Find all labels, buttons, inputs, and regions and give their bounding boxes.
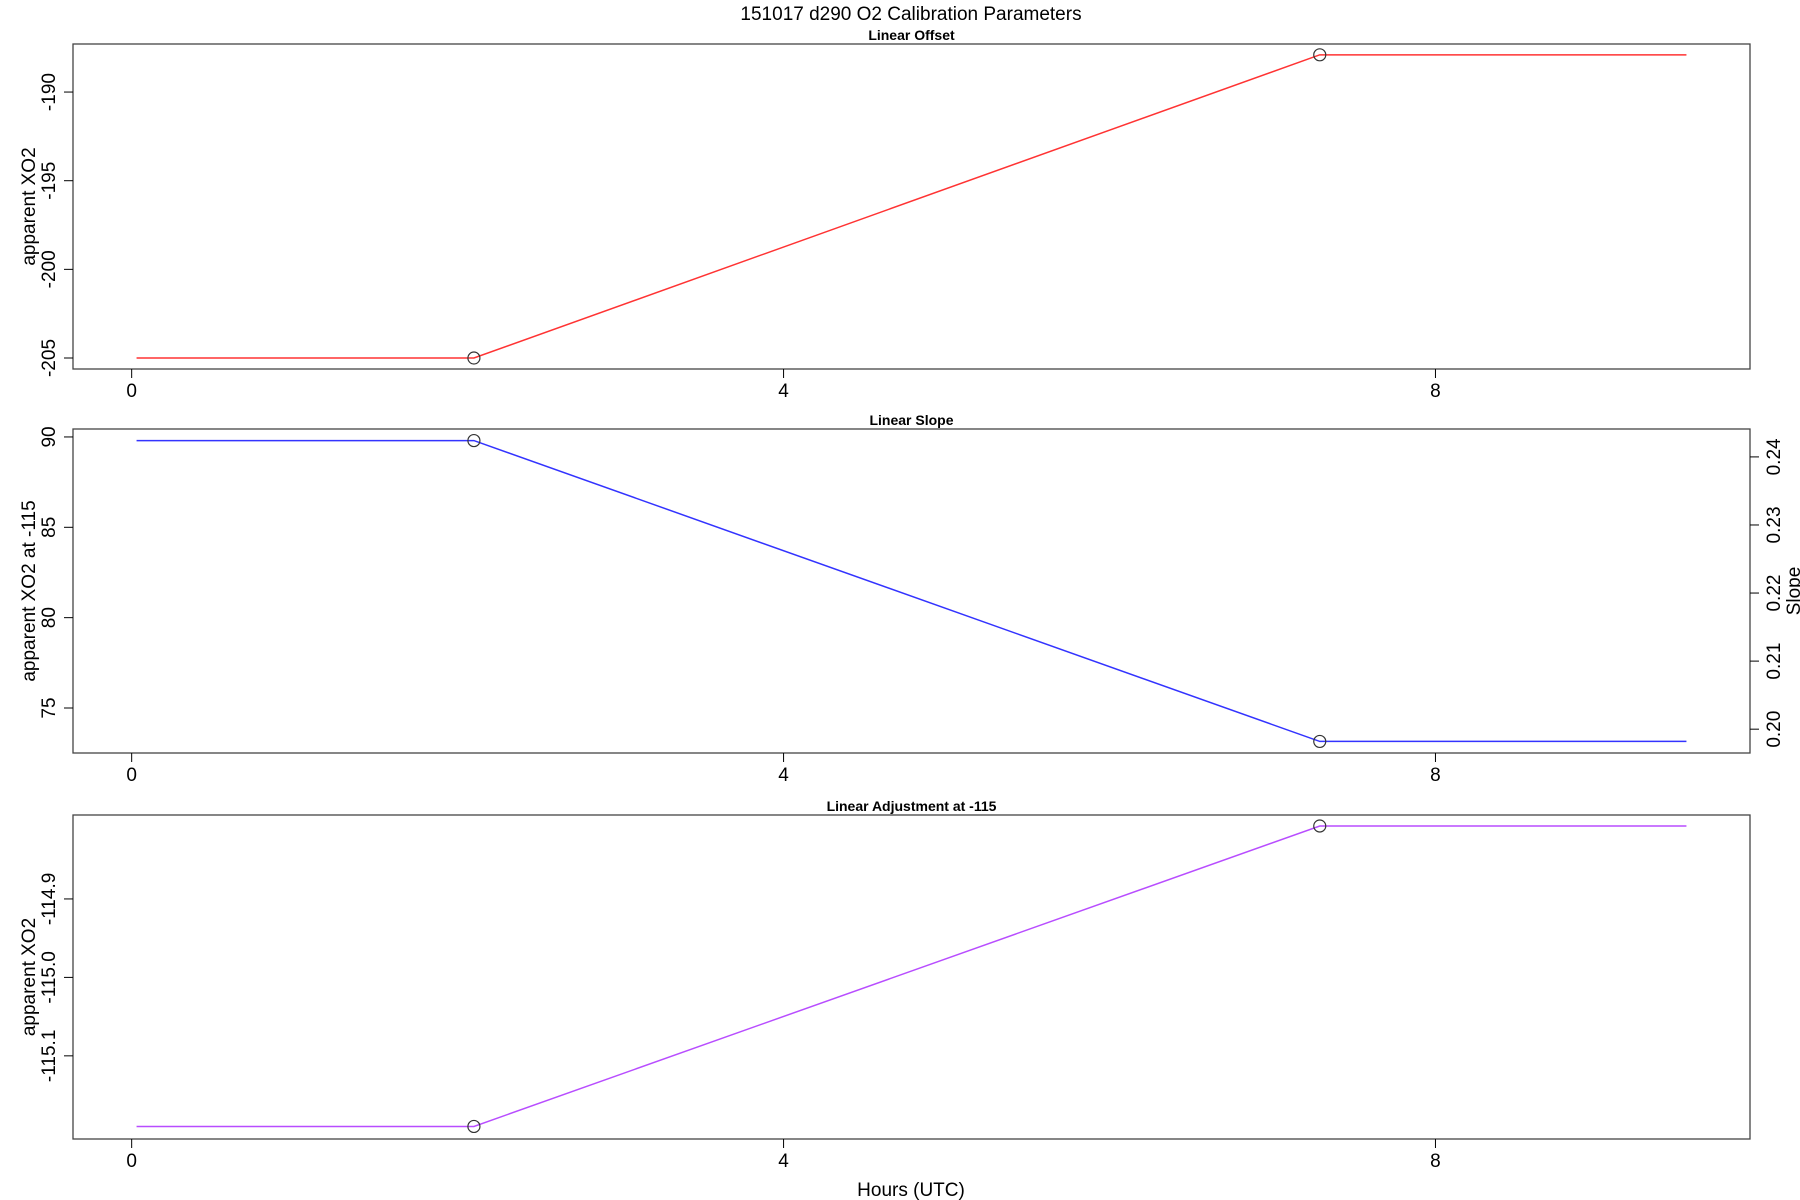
right-y-tick-label: 0.20 <box>1764 711 1785 748</box>
plot-frame <box>72 43 1751 370</box>
x-tick-label: 0 <box>126 765 137 786</box>
x-tick-label: 4 <box>778 381 789 402</box>
right-y-tick-label: 0.24 <box>1764 438 1785 475</box>
x-tick-label: 8 <box>1430 381 1441 402</box>
y-tick-label: -200 <box>39 250 60 288</box>
right-y-tick-label: 0.23 <box>1764 506 1785 543</box>
y-tick-label: -114.9 <box>39 873 60 925</box>
y-tick-label: 85 <box>39 517 60 538</box>
y-tick-label: 80 <box>39 607 60 628</box>
x-tick-label: 8 <box>1430 765 1441 786</box>
right-y-tick-label: 0.22 <box>1764 575 1785 612</box>
y-tick-label: -115.1 <box>39 1030 60 1082</box>
x-tick-label: 0 <box>126 381 137 402</box>
y-tick-label: 75 <box>39 697 60 718</box>
y-axis-label: apparent XO2 <box>19 918 40 1036</box>
panel-3: Linear Adjustment at -115 0 4 8 -115.1 -115.0… <box>19 798 1751 1172</box>
y-axis-label: apparent XO2 <box>19 147 40 265</box>
plot-frame <box>72 428 1751 754</box>
x-tick-label: 8 <box>1430 1151 1441 1172</box>
y-tick-label: -195 <box>39 162 60 200</box>
main-title: 151017 d290 O2 Calibration Parameters <box>740 4 1081 25</box>
x-axis-label: Hours (UTC) <box>857 1180 965 1200</box>
data-point-marker <box>467 433 481 448</box>
panel-title: Linear Slope <box>869 412 953 428</box>
y-tick-label: -205 <box>39 339 60 377</box>
data-point-marker <box>1313 48 1327 62</box>
x-tick-label: 0 <box>126 1151 137 1172</box>
panel-2: Linear Slope 0 4 8 75 80 85 90 apparent XO2 at -… <box>19 412 1800 786</box>
data-point-marker <box>1313 819 1327 833</box>
panel-title: Linear Offset <box>868 27 955 43</box>
right-y-tick-label: 0.21 <box>1764 643 1785 680</box>
y-tick-label: 90 <box>39 426 60 447</box>
x-tick-label: 4 <box>778 765 789 786</box>
x-tick-label: 4 <box>778 1151 789 1172</box>
panel-title: Linear Adjustment at -115 <box>827 798 997 814</box>
plot-frame <box>72 814 1751 1140</box>
right-y-axis-label: Slope <box>1784 567 1800 616</box>
y-axis-label: apparent XO2 at -115 <box>19 500 40 681</box>
series-line <box>136 54 1687 359</box>
data-point-marker <box>467 351 481 365</box>
panel-1: Linear Offset 0 4 8 -205 -200 -195 -190 apparent… <box>19 27 1751 402</box>
y-tick-label: -190 <box>39 73 60 111</box>
data-point-marker <box>467 1119 481 1134</box>
series-line <box>136 825 1687 1128</box>
y-tick-label: -115.0 <box>39 951 60 1003</box>
series-line <box>136 439 1687 743</box>
data-point-marker <box>1313 734 1327 749</box>
